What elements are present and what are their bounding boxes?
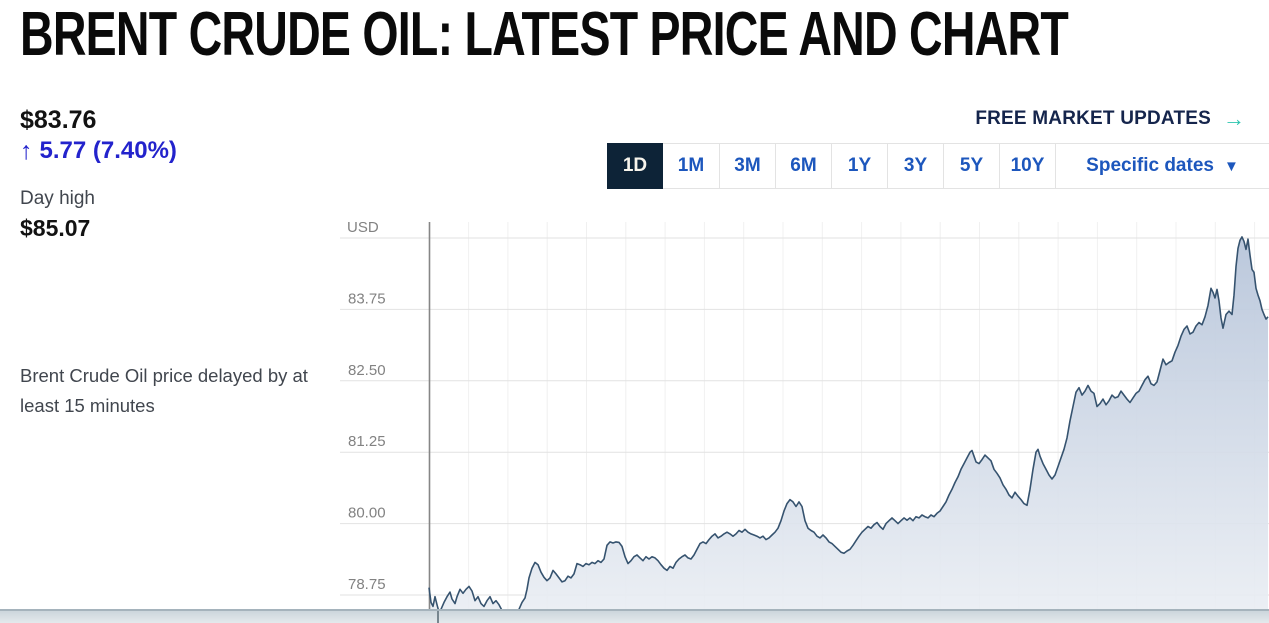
currency-label: USD [347,219,379,236]
caret-down-icon: ▼ [1223,157,1239,175]
right-arrow-icon: → [1223,106,1245,131]
free-market-updates-label: FREE MARKET UPDATES [975,108,1211,129]
tab-1d[interactable]: 1D [607,143,663,189]
tab-3y[interactable]: 3Y [887,143,943,189]
y-tick-label: 80.00 [348,505,386,522]
day-high-value: $85.07 [20,215,91,241]
price-line [428,236,1269,609]
page-title: BRENT CRUDE OIL: LATEST PRICE AND CHART [20,0,1069,69]
price-change-value: 5.77 (7.40%) [39,137,177,164]
price-change-row: ↑ 5.77 (7.40%) [20,137,177,165]
up-arrow-icon: ↑ [20,136,33,165]
tab-1m[interactable]: 1M [663,143,719,189]
tab-1y[interactable]: 1Y [831,143,887,189]
bottom-divider-bar [0,609,1269,623]
y-tick-label: 83.75 [348,290,386,307]
y-tick-label: 78.75 [348,576,386,593]
y-axis-labels: USD 83.75 82.50 81.25 80.00 78.75 [347,219,386,593]
price-chart[interactable]: USD 83.75 82.50 81.25 80.00 78.75 [0,218,1269,609]
x-axis-tick [437,611,439,623]
tab-6m[interactable]: 6M [775,143,831,189]
tab-5y[interactable]: 5Y [943,143,999,189]
y-tick-label: 82.50 [348,362,386,379]
specific-dates-dropdown[interactable]: Specific dates ▼ [1055,143,1269,189]
price-area-fill [429,236,1268,609]
time-range-tabs: 1D 1M 3M 6M 1Y 3Y 5Y 10Y Specific dates … [607,143,1269,189]
tab-10y[interactable]: 10Y [999,143,1055,189]
free-market-updates-link[interactable]: FREE MARKET UPDATES → [975,108,1245,130]
current-price: $83.76 [20,106,97,134]
tab-3m[interactable]: 3M [719,143,775,189]
day-high-label: Day high [20,188,95,209]
specific-dates-label: Specific dates [1086,155,1214,176]
y-tick-label: 81.25 [348,433,386,450]
delayed-note: Brent Crude Oil price delayed by at leas… [20,365,308,416]
